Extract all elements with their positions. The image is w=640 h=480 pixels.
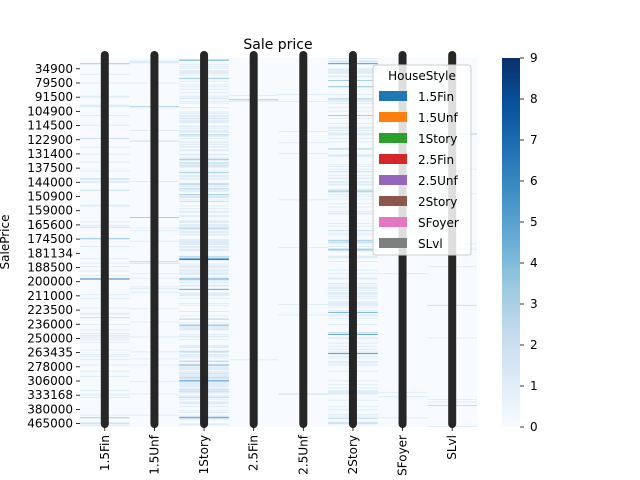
y-tick-label: 465000 (27, 417, 73, 431)
y-tick-label: 159000 (27, 204, 73, 218)
x-tick-label: 2Story (346, 435, 360, 474)
y-tick-label: 144000 (27, 175, 73, 189)
y-tick-label: 181134 (27, 246, 73, 260)
colorbar-tick-label: 9 (530, 51, 538, 65)
legend-label: 2.5Fin (418, 153, 454, 167)
legend-label: 2.5Unf (418, 174, 458, 188)
legend-swatch (379, 217, 407, 227)
legend-entries: 1.5Fin 1.5Unf 1Story 2.5Fin 2.5Unf 2Story SFoy… (379, 90, 459, 251)
legend-swatch (379, 154, 407, 164)
y-tick-label: 200000 (27, 275, 73, 289)
legend-swatch (379, 133, 407, 143)
colorbar: 0 1 2 3 4 5 6 7 8 9 (502, 51, 538, 434)
colorbar-tick-label: 1 (530, 379, 538, 393)
y-tick-label: 34900 (35, 62, 73, 76)
y-tick-label: 380000 (27, 402, 73, 416)
colorbar-tick-label: 2 (530, 338, 538, 352)
y-tick-label: 236000 (27, 317, 73, 331)
legend-swatch (379, 196, 407, 206)
legend-label: 1Story (418, 132, 457, 146)
y-tick-label: 131400 (27, 147, 73, 161)
legend-label: 1.5Fin (418, 90, 454, 104)
legend-swatch (379, 238, 407, 248)
colorbar-tick-label: 8 (530, 92, 538, 106)
legend-title: HouseStyle (388, 69, 456, 83)
legend-label: 2Story (418, 195, 457, 209)
colorbar-tick-label: 4 (530, 256, 538, 270)
legend-label: SFoyer (418, 216, 459, 230)
colorbar-ticks: 0 1 2 3 4 5 6 7 8 9 (520, 51, 538, 434)
legend-swatch (379, 91, 407, 101)
y-tick-label: 165600 (27, 218, 73, 232)
x-tick-label: 1Story (197, 435, 211, 474)
colorbar-tick-label: 5 (530, 215, 538, 229)
legend-label: SLvl (418, 237, 443, 251)
legend-swatch (379, 112, 407, 122)
y-tick-label: 79500 (35, 76, 73, 90)
y-tick-label: 263435 (27, 346, 73, 360)
y-tick-label: 91500 (35, 90, 73, 104)
y-tick-label: 174500 (27, 232, 73, 246)
x-tick-label: 1.5Unf (147, 434, 161, 474)
legend-swatch (379, 175, 407, 185)
y-tick-label: 250000 (27, 331, 73, 345)
y-tick-label: 188500 (27, 260, 73, 274)
colorbar-tick-label: 3 (530, 297, 538, 311)
x-tick-label: 2.5Unf (296, 434, 310, 474)
chart-title: Sale price (243, 37, 312, 53)
colorbar-gradient (502, 58, 520, 427)
legend: HouseStyle 1.5Fin 1.5Unf 1Story 2.5Fin 2.5Un… (372, 64, 472, 256)
y-tick-label: 114500 (27, 119, 73, 133)
y-tick-label: 104900 (27, 104, 73, 118)
colorbar-tick-label: 7 (530, 133, 538, 147)
colorbar-tick-label: 6 (530, 174, 538, 188)
y-axis-ticks: 3490079500915001049001145001229001314001… (27, 62, 80, 431)
colorbar-tick-label: 0 (530, 420, 538, 434)
y-tick-label: 278000 (27, 360, 73, 374)
y-tick-label: 150900 (27, 190, 73, 204)
legend-label: 1.5Unf (418, 111, 458, 125)
x-tick-label: 2.5Fin (247, 435, 261, 471)
y-tick-label: 211000 (27, 289, 73, 303)
y-tick-label: 223500 (27, 303, 73, 317)
x-tick-label: 1.5Fin (98, 435, 112, 471)
x-axis-ticks: 1.5Fin 1.5Unf 1Story 2.5Fin 2.5Unf 2Story SFoy… (98, 427, 459, 476)
y-tick-label: 333168 (27, 388, 73, 402)
y-tick-label: 306000 (27, 374, 73, 388)
y-tick-label: 122900 (27, 133, 73, 147)
x-tick-label: SLvl (445, 435, 459, 460)
y-tick-label: 137500 (27, 161, 73, 175)
y-axis-label: SalePrice (0, 215, 12, 270)
x-tick-label: SFoyer (396, 435, 410, 476)
